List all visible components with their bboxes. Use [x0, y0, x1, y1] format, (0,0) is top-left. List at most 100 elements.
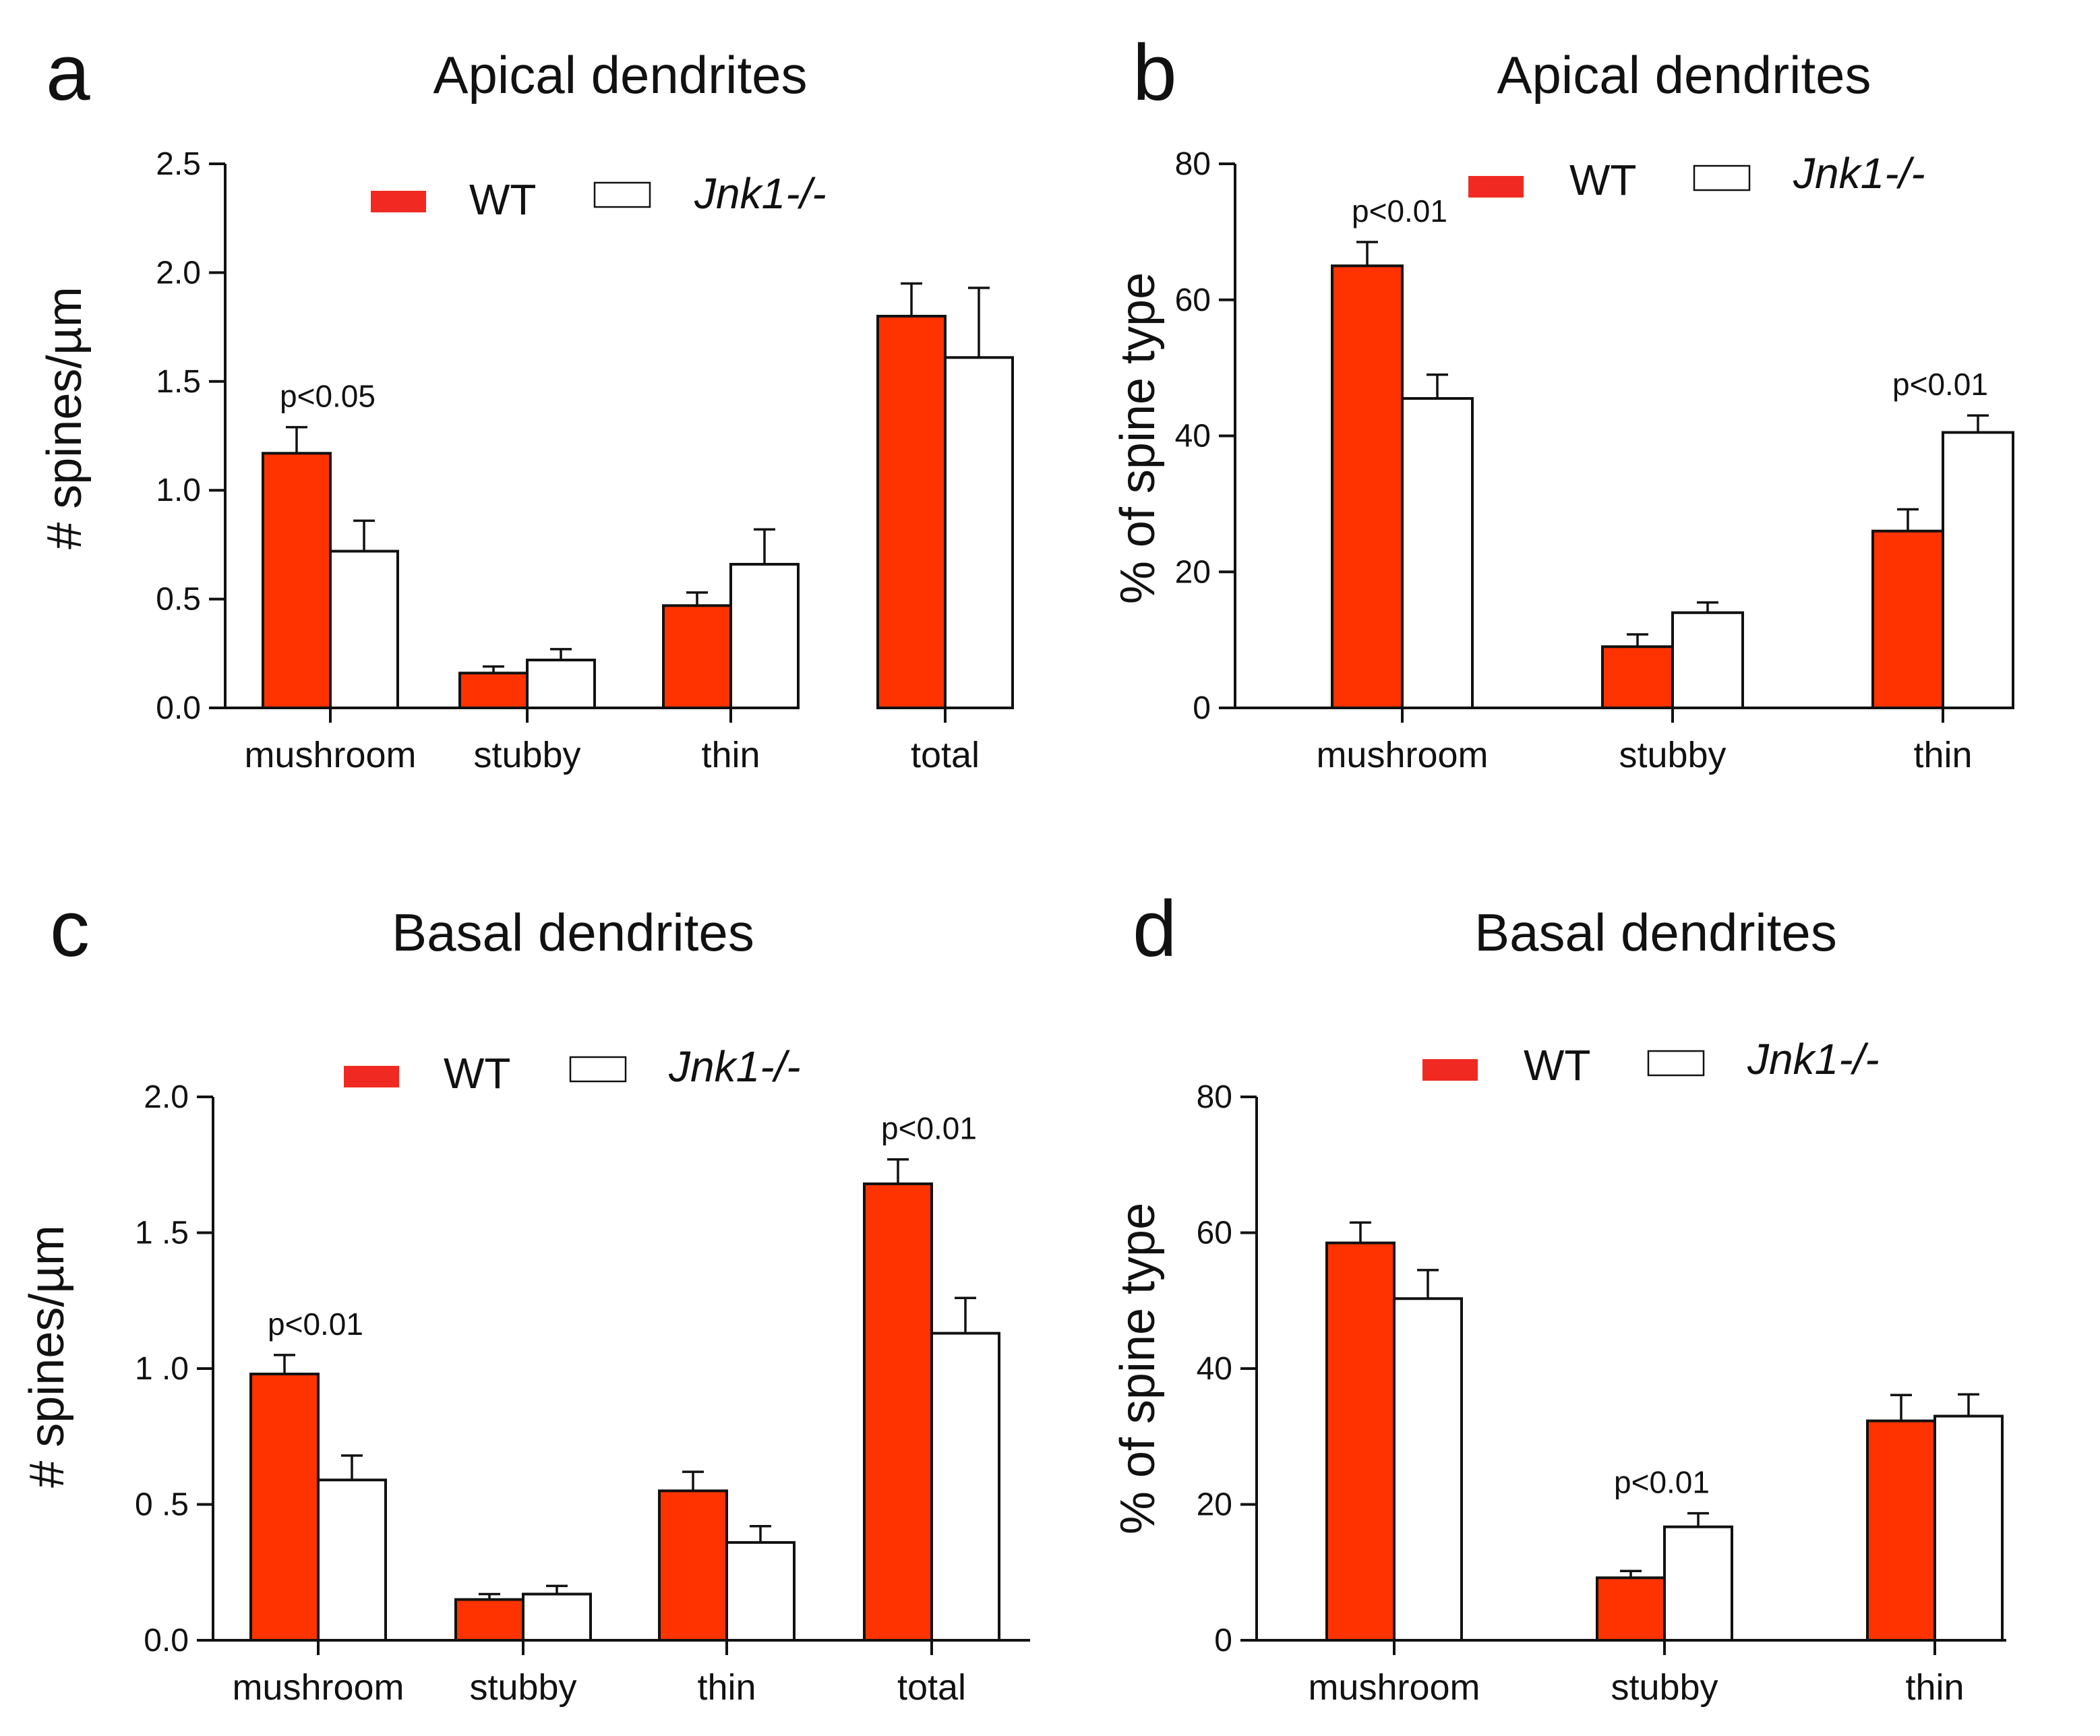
- chart-title: Basal dendrites: [392, 903, 754, 962]
- y-tick-label: 40: [1197, 1351, 1232, 1387]
- chart-title: Apical dendrites: [433, 45, 808, 104]
- panel-letter: c: [50, 885, 90, 974]
- y-tick-label: 0 .5: [135, 1487, 189, 1523]
- x-tick-label: total: [911, 735, 980, 775]
- y-tick-label: 0.5: [156, 582, 201, 618]
- legend-swatch-ko: [1693, 164, 1751, 191]
- x-tick-label: thin: [1913, 735, 1972, 775]
- y-axis-label: # spines/µm: [20, 1225, 74, 1488]
- bar-ko: [729, 562, 800, 710]
- legend-label-wt: WT: [1524, 1041, 1591, 1089]
- legend: WT Jnk1-/-: [344, 1042, 801, 1098]
- y-tick-label: 0: [1214, 1623, 1232, 1658]
- legend-swatch-ko: [1647, 1050, 1705, 1077]
- bar-ko: [1401, 397, 1474, 709]
- y-axis-label: % of spine type: [1111, 272, 1165, 604]
- x-tick-label: mushroom: [1316, 735, 1488, 775]
- y-tick-label: 0.0: [156, 690, 201, 726]
- bar-wt: [1596, 1576, 1666, 1642]
- x-tick-label: thin: [1905, 1667, 1964, 1708]
- bar-wt: [1325, 1241, 1396, 1642]
- x-tick-label: total: [897, 1667, 966, 1708]
- y-tick-label: 1.5: [156, 364, 201, 400]
- chart-panel-b: b Apical dendrites 0 20 40 60 80 % of spine typ…: [1111, 28, 2014, 775]
- x-tick-label: stubby: [473, 735, 580, 775]
- chart-panel-c: c Basal dendrites 0.0 0 .5 1 .0 1 .5 2.0 # spin…: [20, 885, 1030, 1708]
- y-axis-label: # spines/µm: [38, 287, 92, 549]
- y-tick-label: 80: [1197, 1079, 1232, 1115]
- p-value-annotation: p<0.01: [268, 1307, 363, 1342]
- legend-label-wt: WT: [1569, 156, 1637, 204]
- bar-ko: [526, 658, 596, 710]
- legend-swatch-wt: [1468, 176, 1524, 198]
- bar-wt: [1331, 264, 1404, 709]
- panel-letter: b: [1133, 28, 1177, 117]
- y-tick-label: 1 .0: [135, 1351, 189, 1387]
- legend-label-ko: Jnk1-/-: [1747, 1035, 1880, 1083]
- y-tick-label: 20: [1197, 1487, 1232, 1523]
- panel-letter: a: [46, 28, 90, 117]
- p-value-annotation: p<0.05: [280, 379, 376, 414]
- legend-label-ko: Jnk1-/-: [694, 169, 827, 218]
- legend-swatch-wt: [1422, 1059, 1478, 1081]
- y-tick-label: 2.0: [144, 1079, 189, 1115]
- legend: WT Jnk1-/-: [1422, 1035, 1880, 1089]
- y-tick-label: 60: [1197, 1216, 1232, 1251]
- bar-ko: [522, 1592, 592, 1642]
- legend: WT Jnk1-/-: [371, 169, 827, 224]
- chart-panel-d: d Basal dendrites 0 20 40 60 80 % of spine type…: [1111, 885, 2006, 1708]
- bar-wt: [458, 671, 529, 709]
- bar-wt: [863, 1182, 933, 1642]
- bar-ko: [317, 1478, 387, 1642]
- y-tick-label: 2.5: [156, 146, 201, 182]
- bar-ko: [725, 1540, 796, 1642]
- bar-wt: [249, 1373, 320, 1642]
- bar-ko: [944, 356, 1014, 709]
- x-tick-label: mushroom: [232, 1667, 404, 1708]
- bar-ko: [930, 1331, 1000, 1642]
- bar-ko: [1933, 1414, 2004, 1642]
- bar-wt: [1866, 1419, 1936, 1642]
- x-tick-label: stubby: [469, 1667, 576, 1708]
- p-value-annotation: p<0.01: [881, 1111, 977, 1146]
- y-tick-label: 0.0: [144, 1623, 189, 1658]
- legend-label-wt: WT: [444, 1049, 511, 1098]
- bar-wt: [1871, 529, 1944, 709]
- y-tick-label: 40: [1175, 419, 1211, 454]
- x-tick-label: mushroom: [244, 735, 416, 775]
- y-tick-label: 1.0: [156, 473, 201, 508]
- bar-wt: [662, 604, 732, 709]
- bar-ko: [1942, 431, 2014, 709]
- bar-ko: [329, 549, 399, 709]
- x-tick-label: mushroom: [1308, 1667, 1480, 1708]
- legend-swatch-ko: [569, 1056, 627, 1083]
- bar-wt: [1601, 645, 1674, 710]
- y-axis-label: % of spine type: [1111, 1203, 1165, 1534]
- y-tick-label: 20: [1175, 554, 1211, 590]
- p-value-annotation: p<0.01: [1614, 1465, 1710, 1500]
- bar-ko: [1393, 1297, 1463, 1642]
- chart-title: Apical dendrites: [1497, 45, 1871, 104]
- legend-label-wt: WT: [469, 175, 537, 224]
- legend-label-ko: Jnk1-/-: [668, 1042, 801, 1091]
- legend-label-ko: Jnk1-/-: [1793, 149, 1925, 198]
- chart-panel-a: a Apical dendrites 0.0 0.5 1.0 1.5 2.0 2.5 # spi…: [38, 28, 1014, 775]
- panel-letter: d: [1133, 885, 1177, 974]
- x-tick-label: stubby: [1611, 1667, 1718, 1708]
- legend-swatch-wt: [371, 191, 426, 212]
- bar-wt: [454, 1598, 524, 1642]
- x-tick-label: thin: [701, 735, 760, 775]
- bar-wt: [658, 1489, 728, 1642]
- y-tick-label: 0: [1193, 690, 1211, 726]
- chart-title: Basal dendrites: [1474, 903, 1837, 962]
- bar-ko: [1663, 1525, 1733, 1642]
- x-tick-label: stubby: [1619, 735, 1726, 775]
- y-tick-label: 2.0: [156, 255, 201, 291]
- y-tick-label: 60: [1175, 282, 1211, 318]
- y-tick-label: 1 .5: [135, 1216, 189, 1251]
- bar-ko: [1671, 611, 1744, 710]
- legend-swatch-ko: [593, 181, 651, 208]
- bar-wt: [262, 452, 332, 709]
